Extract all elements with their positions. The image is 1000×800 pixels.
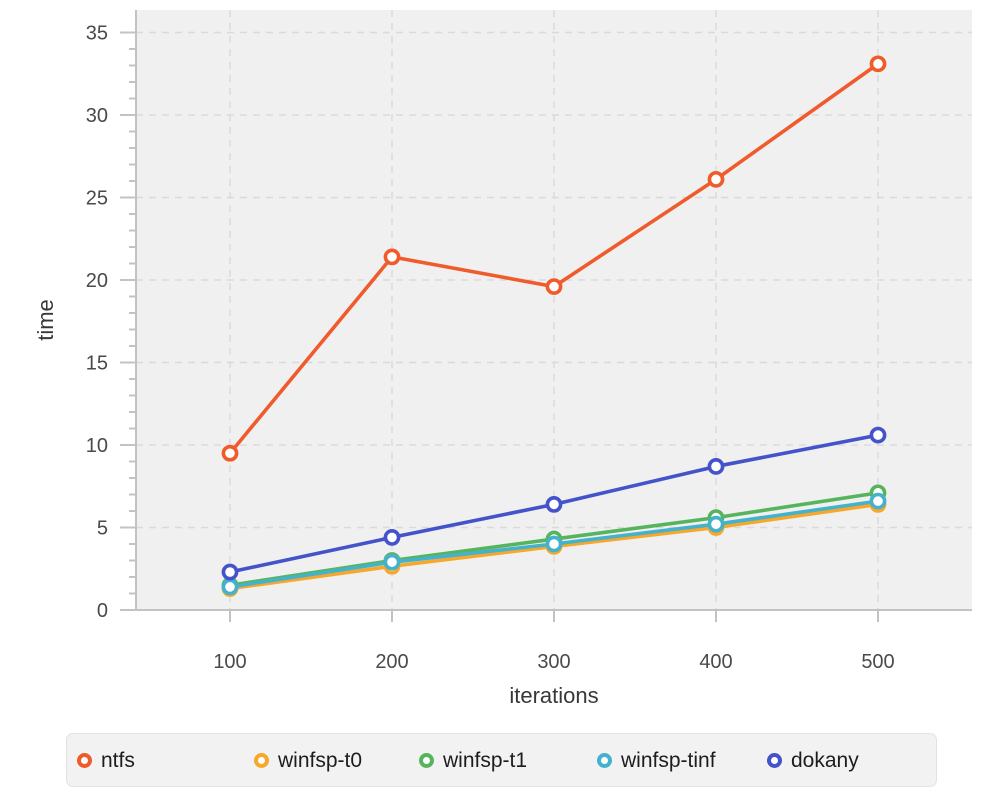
legend-item-dokany[interactable]: dokany <box>767 750 936 771</box>
x-tick-label-200: 200 <box>375 651 408 673</box>
y-tick-label-15: 15 <box>86 353 108 375</box>
marker-ntfs-200 <box>383 248 401 266</box>
y-axis-title: time <box>33 299 58 341</box>
marker-dokany-500 <box>869 426 887 444</box>
marker-ntfs-400 <box>707 170 725 188</box>
legend-ring-icon-winfsp-t0 <box>254 752 269 768</box>
marker-winfsp-tinf-200 <box>383 553 401 571</box>
legend: ntfs winfsp-t0 winfsp-t1 winfsp-tinf dokany <box>66 733 937 787</box>
legend-ring-icon-winfsp-t1 <box>419 752 434 768</box>
marker-dokany-200 <box>383 529 401 546</box>
y-tick-label-30: 30 <box>86 105 108 127</box>
legend-item-winfsp-tinf[interactable]: winfsp-tinf <box>597 750 767 771</box>
y-tick-label-35: 35 <box>86 23 108 45</box>
x-axis-title: iterations <box>509 683 599 708</box>
marker-winfsp-tinf-400 <box>707 515 725 533</box>
marker-ntfs-300 <box>545 278 563 295</box>
x-tick-label-400: 400 <box>699 651 732 673</box>
y-tick-label-20: 20 <box>86 270 108 292</box>
x-tick-label-300: 300 <box>537 651 570 673</box>
marker-winfsp-tinf-300 <box>545 535 563 553</box>
x-tick-label-100: 100 <box>213 651 246 673</box>
y-tick-label-10: 10 <box>86 435 108 457</box>
legend-ring-icon-ntfs <box>77 752 92 768</box>
marker-winfsp-tinf-100 <box>221 578 239 596</box>
marker-ntfs-500 <box>869 55 887 73</box>
marker-ntfs-100 <box>221 444 239 462</box>
marker-dokany-100 <box>221 563 239 581</box>
marker-dokany-400 <box>707 458 725 475</box>
line-chart: 0 5 10 15 20 25 30 35 100 200 300 400 500 <box>86 10 972 673</box>
marker-dokany-300 <box>545 495 563 513</box>
legend-label-dokany: dokany <box>791 748 859 772</box>
x-tick-label-500: 500 <box>861 651 894 673</box>
y-tick-label-5: 5 <box>97 518 108 540</box>
legend-item-winfsp-t1[interactable]: winfsp-t1 <box>419 750 597 771</box>
legend-label-ntfs: ntfs <box>101 748 135 772</box>
legend-item-ntfs[interactable]: ntfs <box>77 750 254 771</box>
legend-label-winfsp-tinf: winfsp-tinf <box>621 748 716 772</box>
legend-ring-icon-winfsp-tinf <box>597 752 612 768</box>
legend-label-winfsp-t1: winfsp-t1 <box>443 748 528 772</box>
y-tick-label-0: 0 <box>97 600 108 622</box>
legend-item-winfsp-t0[interactable]: winfsp-t0 <box>254 750 419 771</box>
marker-winfsp-tinf-500 <box>869 492 887 510</box>
legend-label-winfsp-t0: winfsp-t0 <box>278 748 363 772</box>
legend-ring-icon-dokany <box>767 752 782 768</box>
y-tick-label-25: 25 <box>86 188 108 210</box>
